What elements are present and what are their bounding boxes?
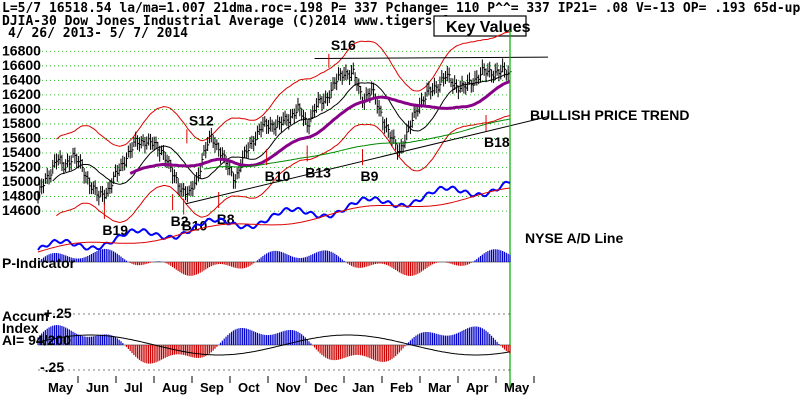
month-label: Sep xyxy=(200,380,224,395)
moving-averages xyxy=(52,30,549,390)
ma-200 xyxy=(203,118,511,170)
support-trendline xyxy=(185,116,549,205)
accum-panel xyxy=(37,313,511,371)
ad-ma xyxy=(37,187,511,253)
y-tick-label: 15000 xyxy=(2,173,41,189)
key-values-box[interactable] xyxy=(433,15,527,37)
month-label: Dec xyxy=(314,380,338,395)
signal-label: S12 xyxy=(189,112,214,128)
signal-label: B9 xyxy=(361,168,379,184)
month-label: Jan xyxy=(352,380,374,395)
bullish-trend-label: BULLISH PRICE TREND xyxy=(530,107,689,123)
p-indicator-label: P-Indicator xyxy=(2,255,76,271)
upper-band xyxy=(56,31,511,147)
y-tick-label: 16800 xyxy=(2,42,41,58)
month-label: Jun xyxy=(86,380,109,395)
accum-index-label: Index xyxy=(2,320,39,336)
p-indicator-panel xyxy=(38,248,511,276)
y-tick-label: 15200 xyxy=(2,159,41,175)
header-line-2: DJIA-30 Dow Jones Industrial Average (C)… xyxy=(2,14,487,29)
month-label: Jul xyxy=(124,380,143,395)
accum-minus-label: -.25 xyxy=(40,359,64,375)
resistance-line xyxy=(314,56,549,60)
signal-label: B18 xyxy=(484,134,510,150)
month-label: Nov xyxy=(276,380,301,395)
y-tick-label: 16200 xyxy=(2,86,41,102)
month-label: May xyxy=(504,380,530,395)
nyse-ad-label: NYSE A/D Line xyxy=(525,230,623,246)
nyse-ad-panel xyxy=(37,180,511,253)
accum-plus-label: +.25 xyxy=(44,305,72,321)
y-axis-ticks: 1680016600164001620016000158001560015400… xyxy=(2,42,41,218)
y-tick-label: 15400 xyxy=(2,144,41,160)
ma-50 xyxy=(129,79,511,175)
month-label: Mar xyxy=(428,380,451,395)
signal-label: B2 xyxy=(171,213,189,229)
price-bands xyxy=(56,31,511,223)
ma-21 xyxy=(52,73,511,185)
month-label: Aug xyxy=(162,380,187,395)
y-tick-label: 15800 xyxy=(2,115,41,131)
month-label: May xyxy=(48,380,74,395)
y-tick-label: 16000 xyxy=(2,100,41,116)
y-tick-label: 16600 xyxy=(2,57,41,73)
month-label: Oct xyxy=(238,380,260,395)
signal-label: B13 xyxy=(305,165,331,181)
month-label: Apr xyxy=(466,380,488,395)
month-axis: May Jun Jul Aug Sep Oct Nov Dec Jan Feb Mar Apr May xyxy=(48,376,535,395)
signal-label: S16 xyxy=(331,37,356,53)
y-tick-label: 14600 xyxy=(2,202,41,218)
accum-ai-label: AI= 94/200 xyxy=(2,332,71,348)
header-line-1: L=5/7 16518.54 la/ma=1.007 21dma.roc=.19… xyxy=(2,1,800,16)
header-line-3: 4/ 26/ 2013- 5/ 7/ 2014 xyxy=(8,26,188,41)
y-tick-label: 15600 xyxy=(2,129,41,145)
ad-line xyxy=(37,180,511,251)
y-tick-label: 16400 xyxy=(2,71,41,87)
accum-ma xyxy=(37,334,511,356)
accum-title: Accum xyxy=(2,308,49,324)
signal-label: B10 xyxy=(265,168,291,184)
key-values-label[interactable]: Key Values xyxy=(446,19,531,36)
signal-label: B19 xyxy=(102,222,128,238)
lower-band xyxy=(56,114,511,223)
month-label: Feb xyxy=(390,380,413,395)
y-tick-label: 14800 xyxy=(2,188,41,204)
